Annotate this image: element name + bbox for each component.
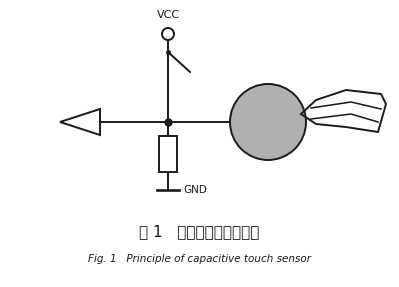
Text: GND: GND [183, 185, 207, 195]
Circle shape [230, 84, 306, 160]
Text: 图 1   电容式触摸按键原理: 图 1 电容式触摸按键原理 [139, 224, 259, 239]
Bar [159, 136, 177, 172]
Text: Fig. 1   Principle of capacitive touch sensor: Fig. 1 Principle of capacitive touch sen… [87, 254, 310, 264]
Text: VCC: VCC [156, 10, 180, 20]
